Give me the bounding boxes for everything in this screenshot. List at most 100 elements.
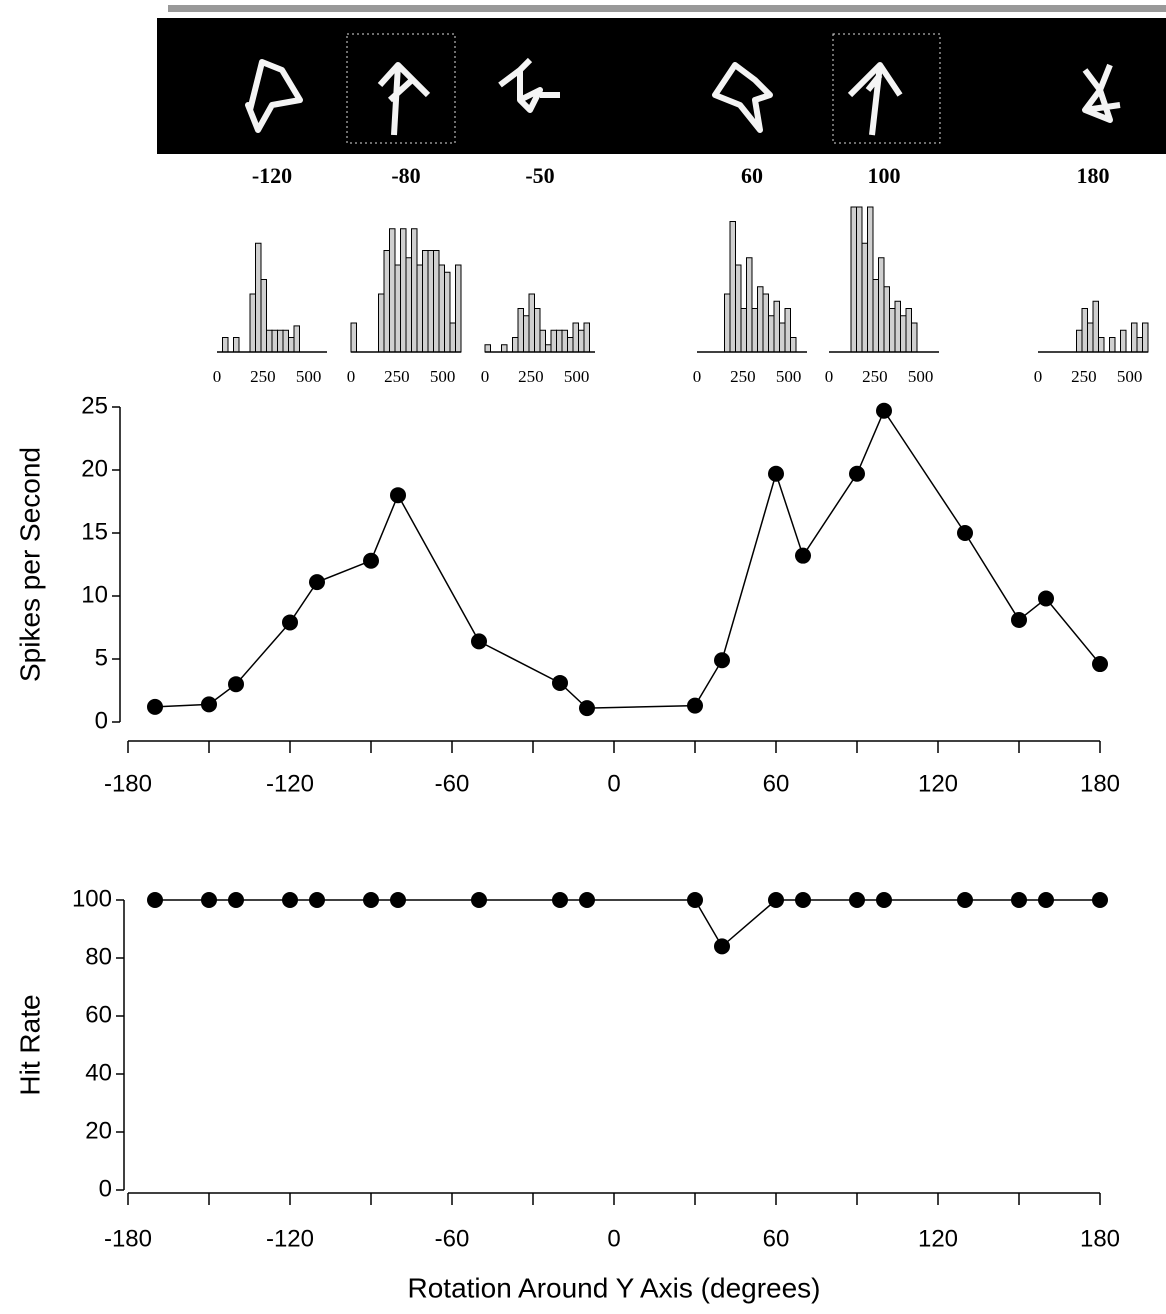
- histogram-bar: [1131, 322, 1138, 353]
- data-point: [1092, 892, 1108, 908]
- data-point: [1011, 892, 1027, 908]
- data-point: [228, 676, 244, 693]
- x-tick-label: 500: [908, 367, 934, 386]
- histogram-bar: [889, 308, 896, 353]
- histogram-bar: [779, 322, 786, 353]
- histogram-bar: [1142, 322, 1149, 353]
- stimulus-label: -80: [391, 163, 420, 188]
- histogram-bar: [578, 329, 585, 353]
- histogram-bar: [394, 264, 401, 353]
- data-point: [282, 892, 298, 908]
- histogram-bar: [455, 264, 462, 353]
- histogram-bar: [900, 315, 907, 353]
- data-point: [1038, 590, 1054, 607]
- histogram-bar: [872, 279, 879, 353]
- histogram-bar: [255, 242, 262, 353]
- stimulus: [712, 62, 773, 133]
- x-tick-label: 250: [730, 367, 756, 386]
- x-tick-label: 0: [347, 367, 356, 386]
- histogram-bar: [389, 228, 396, 353]
- histogram-bar: [572, 322, 579, 353]
- stimulus: [245, 59, 303, 133]
- histogram-bar: [378, 293, 385, 353]
- x-tick-label: 500: [776, 367, 802, 386]
- histogram-bar: [501, 344, 508, 353]
- histogram-bar: [567, 337, 574, 353]
- histogram-bar: [911, 322, 918, 353]
- stimulus: [377, 62, 431, 136]
- histogram-bar: [383, 250, 390, 353]
- x-tick-label: 180: [1080, 770, 1120, 797]
- histogram-bar: [724, 293, 731, 353]
- stimulus-label: 180: [1077, 163, 1110, 188]
- selection-box: [832, 33, 941, 144]
- histogram-bar: [350, 322, 357, 353]
- x-tick-label: 250: [518, 367, 544, 386]
- histogram-bar: [534, 308, 541, 353]
- histogram-bar: [416, 264, 423, 353]
- y-tick-label: 25: [81, 392, 108, 419]
- x-tick-label: 60: [763, 770, 790, 797]
- histogram-bar: [545, 344, 552, 353]
- histogram-bar: [867, 206, 874, 353]
- data-point: [552, 892, 568, 908]
- x-tick-label: 500: [296, 367, 322, 386]
- histogram-bar: [1087, 322, 1094, 353]
- y-tick-label: 15: [81, 518, 108, 545]
- data-point: [768, 465, 784, 482]
- data-point: [201, 696, 217, 713]
- stimulus-label: 60: [741, 163, 763, 188]
- histogram-bar: [1136, 337, 1143, 353]
- data-point: [309, 574, 325, 591]
- histogram-bar: [856, 206, 863, 353]
- x-tick-label: 0: [607, 770, 620, 797]
- histogram-bar: [433, 250, 440, 353]
- x-tick-label: -60: [435, 1225, 470, 1252]
- data-point: [579, 892, 595, 908]
- histogram-bar: [282, 329, 289, 353]
- histogram-bar: [222, 337, 229, 353]
- histogram-bar: [422, 250, 429, 353]
- x-tick-label: 0: [607, 1225, 620, 1252]
- histogram-bar: [260, 279, 267, 353]
- data-point: [714, 938, 730, 955]
- data-point: [363, 892, 379, 908]
- histogram-bar: [1120, 329, 1127, 353]
- y-tick-label: 100: [72, 885, 112, 912]
- histogram-bar: [1092, 300, 1099, 353]
- data-line: [154, 409, 1101, 709]
- histogram-bar: [762, 293, 769, 353]
- stimulus-label: -50: [525, 163, 554, 188]
- y-tick-label: 10: [81, 581, 108, 608]
- data-point: [849, 465, 865, 482]
- x-tick-label: -120: [266, 1225, 314, 1252]
- data-point: [471, 892, 487, 908]
- y-axis-label: Hit Rate: [14, 994, 45, 1095]
- histogram-bar: [729, 221, 736, 353]
- x-tick-label: 500: [1117, 367, 1143, 386]
- data-point: [1038, 892, 1054, 908]
- x-tick-label: -180: [104, 770, 152, 797]
- histogram-bar: [484, 344, 491, 353]
- data-point: [876, 402, 892, 419]
- histogram-bar: [751, 308, 758, 353]
- histogram-bar: [266, 329, 273, 353]
- histogram-bar: [894, 300, 901, 353]
- data-point: [714, 652, 730, 669]
- histogram-bar: [271, 329, 278, 353]
- histogram-bar: [405, 257, 412, 353]
- y-tick-label: 60: [85, 1001, 112, 1028]
- data-point: [957, 525, 973, 541]
- data-point: [687, 892, 703, 908]
- y-tick-label: 0: [95, 707, 108, 734]
- x-tick-label: 60: [763, 1225, 790, 1252]
- data-point: [1011, 611, 1027, 628]
- data-point: [579, 700, 595, 717]
- histogram-bar: [427, 250, 434, 353]
- histogram-bar: [528, 293, 535, 353]
- selection-box: [346, 33, 456, 144]
- top-band: [168, 5, 1166, 12]
- histogram-bar: [861, 242, 868, 353]
- x-tick-label: 120: [918, 1225, 958, 1252]
- x-tick-label: -60: [435, 770, 470, 797]
